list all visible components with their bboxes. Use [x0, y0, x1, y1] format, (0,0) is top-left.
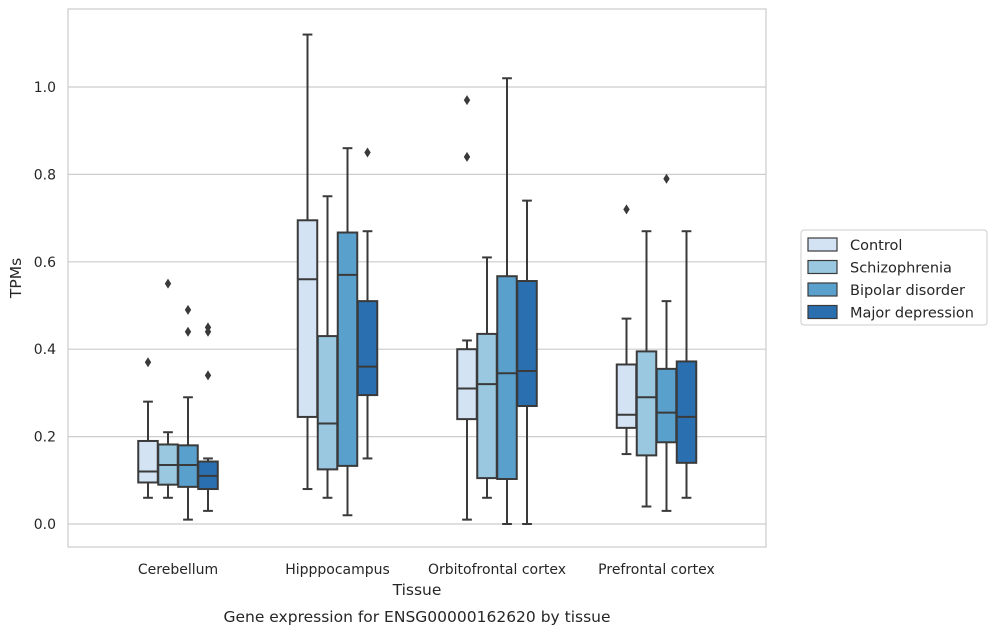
outlier-point [164, 278, 172, 289]
box [316, 335, 339, 471]
x-tick-label: Prefrontal cortex [598, 562, 715, 578]
box [655, 367, 678, 444]
box [476, 332, 498, 480]
box-group [675, 230, 698, 499]
x-tick-label: Hipppocampus [285, 562, 390, 578]
y-tick-label: 0.0 [34, 517, 56, 533]
legend-swatch [807, 282, 838, 297]
y-tick-label: 0.4 [34, 342, 56, 358]
box-group [635, 230, 658, 508]
legend-swatch [807, 237, 838, 252]
y-tick-label: 0.2 [34, 430, 56, 446]
outlier-point [623, 204, 630, 215]
box [137, 439, 159, 484]
box-group [496, 77, 518, 525]
box [516, 280, 538, 408]
box-group [336, 147, 359, 517]
outlier-point [463, 95, 471, 106]
plot-frame [67, 8, 767, 548]
box-group [456, 95, 478, 521]
y-tick-labels: 0.0 0.2 0.4 0.6 0.8 1.0 [34, 80, 56, 533]
x-tick-label: Orbitofrontal cortex [428, 562, 566, 578]
grid-lines [68, 86, 766, 525]
outlier-point [184, 304, 192, 315]
outlier-point [144, 357, 152, 368]
boxes [137, 33, 698, 525]
box-group [137, 357, 159, 499]
y-tick-label: 0.8 [34, 167, 56, 183]
box [456, 348, 478, 421]
box-group [516, 199, 538, 525]
legend-frame [800, 229, 988, 326]
y-tick-label: 1.0 [34, 80, 56, 96]
legend-swatch [807, 304, 838, 320]
box [675, 360, 698, 464]
box-group [476, 256, 498, 499]
legend-label: Control [850, 238, 902, 254]
box [177, 444, 199, 488]
box [336, 231, 359, 467]
y-tick-label: 0.6 [34, 255, 56, 271]
box-group [177, 304, 199, 521]
legend-label: Major depression [850, 306, 974, 322]
box-group [615, 204, 638, 456]
box-group [356, 147, 379, 460]
legend-label: Schizophrenia [850, 261, 952, 277]
legend-swatch [807, 259, 838, 275]
box-group [296, 33, 319, 491]
outlier-point [204, 322, 212, 333]
box [496, 275, 518, 480]
box [615, 363, 638, 429]
box-group [316, 195, 339, 499]
legend: Control Schizophrenia Bipolar disorder Majo… [800, 229, 988, 326]
x-axis-title: Tissue [392, 581, 442, 599]
outlier-point [364, 147, 371, 158]
box [356, 300, 379, 397]
box-group [655, 173, 678, 512]
x-tick-label: Cerebellum [138, 562, 218, 578]
legend-label: Bipolar disorder [850, 283, 965, 299]
outlier-point [463, 151, 471, 162]
box-group [197, 322, 219, 512]
outlier-point [184, 326, 192, 337]
box [296, 219, 319, 418]
outlier-point [663, 173, 670, 184]
box-group [157, 278, 179, 499]
chart-caption: Gene expression for ENSG00000162620 by t… [223, 608, 610, 626]
x-tick-labels: Cerebellum Hipppocampus Orbitofrontal cort… [138, 562, 715, 578]
outlier-point [204, 370, 212, 381]
y-axis-title: TPMs [7, 258, 25, 299]
box [635, 350, 658, 457]
